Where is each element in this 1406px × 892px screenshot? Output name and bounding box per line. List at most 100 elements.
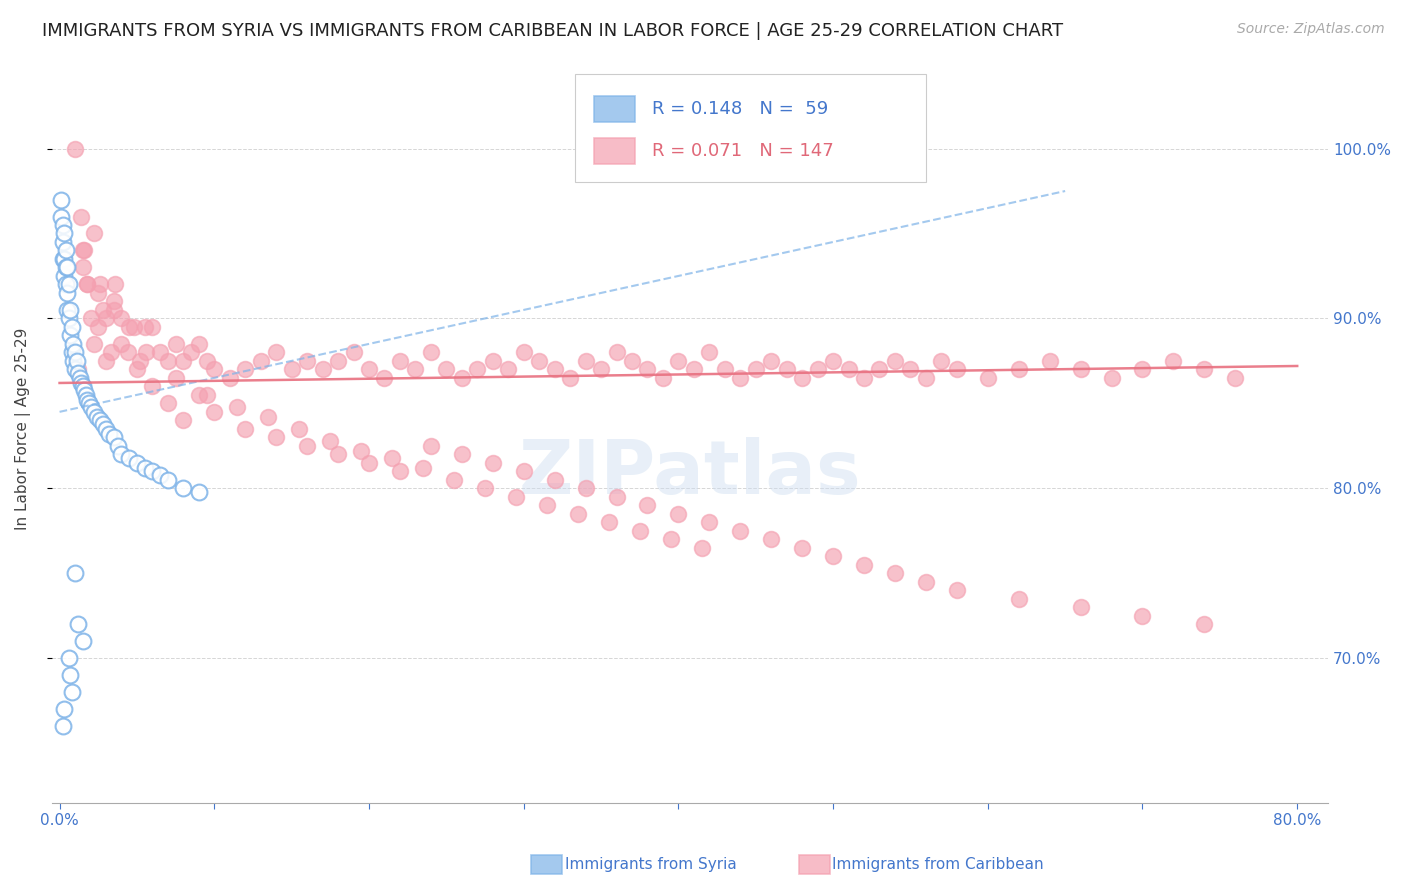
Point [141, 464, 163, 478]
Point [636, 362, 658, 376]
Point [52, 719, 75, 733]
Point [60, 345, 83, 359]
Point [76, 277, 98, 292]
Point [60, 685, 83, 699]
Point [129, 354, 152, 368]
Point [89, 277, 111, 292]
Point [172, 354, 194, 368]
Point [536, 498, 558, 512]
Point [86, 409, 108, 424]
Point [76, 277, 98, 292]
Point [134, 319, 156, 334]
Point [915, 371, 938, 385]
Point [280, 362, 302, 376]
Point [350, 444, 373, 458]
Point [165, 371, 187, 385]
Point [89, 413, 111, 427]
Point [187, 337, 209, 351]
Point [853, 558, 876, 572]
Point [900, 362, 922, 376]
Point [94, 354, 117, 368]
Text: Source: ZipAtlas.com: Source: ZipAtlas.com [1237, 22, 1385, 37]
Point [823, 549, 845, 564]
Point [73, 244, 96, 258]
Point [295, 439, 318, 453]
Point [65, 354, 87, 368]
Point [558, 371, 581, 385]
Point [295, 354, 318, 368]
Point [134, 461, 156, 475]
Point [1132, 608, 1154, 623]
Point [72, 260, 94, 275]
Point [443, 473, 465, 487]
Point [76, 392, 98, 407]
Point [1008, 362, 1031, 376]
Point [118, 450, 141, 465]
Point [527, 354, 550, 368]
Point [83, 227, 105, 241]
Point [807, 362, 830, 376]
Text: Immigrants from Caribbean: Immigrants from Caribbean [832, 857, 1045, 871]
FancyBboxPatch shape [595, 96, 636, 121]
Point [62, 354, 84, 368]
Point [52, 235, 75, 249]
Point [156, 354, 179, 368]
Point [257, 409, 280, 424]
Point [474, 481, 496, 495]
Point [56, 260, 79, 275]
Point [195, 354, 218, 368]
Point [233, 362, 256, 376]
Point [72, 379, 94, 393]
Point [53, 227, 76, 241]
Text: Immigrants from Syria: Immigrants from Syria [565, 857, 737, 871]
Text: R = 0.071   N = 147: R = 0.071 N = 147 [652, 142, 834, 160]
Point [135, 345, 157, 359]
Point [505, 490, 527, 504]
Point [249, 354, 271, 368]
Point [117, 345, 139, 359]
Point [697, 345, 720, 359]
Point [172, 481, 194, 495]
Point [149, 345, 172, 359]
FancyBboxPatch shape [595, 138, 636, 163]
Point [69, 371, 91, 385]
Point [83, 337, 105, 351]
Point [412, 461, 434, 475]
Point [589, 362, 612, 376]
Point [70, 210, 93, 224]
Point [496, 362, 519, 376]
Point [326, 354, 349, 368]
Point [419, 439, 441, 453]
Point [202, 362, 225, 376]
Point [373, 371, 395, 385]
Point [869, 362, 891, 376]
Point [52, 252, 75, 266]
Point [79, 400, 101, 414]
Point [666, 507, 689, 521]
Point [761, 533, 783, 547]
Point [67, 617, 90, 632]
Point [388, 354, 411, 368]
Point [319, 434, 342, 448]
Point [56, 285, 79, 300]
Point [107, 439, 129, 453]
Point [218, 371, 240, 385]
Point [103, 430, 125, 444]
Point [104, 277, 127, 292]
Point [1101, 371, 1123, 385]
Point [311, 362, 333, 376]
Point [118, 319, 141, 334]
Point [666, 354, 689, 368]
Point [233, 422, 256, 436]
Point [1163, 354, 1185, 368]
Point [67, 362, 90, 376]
Point [1008, 591, 1031, 606]
Point [745, 362, 768, 376]
Point [853, 371, 876, 385]
Point [87, 285, 110, 300]
Point [49, 210, 72, 224]
Point [419, 345, 441, 359]
Point [1194, 362, 1216, 376]
Point [59, 668, 82, 682]
Point [91, 417, 114, 431]
